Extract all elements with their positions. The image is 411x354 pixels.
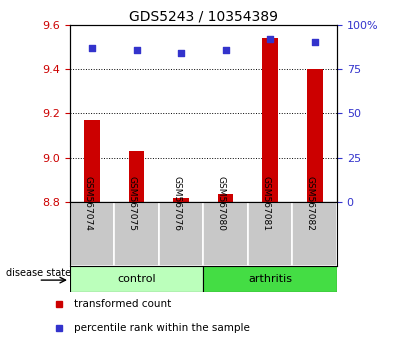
Bar [218,194,233,202]
Point [222,47,229,52]
Text: percentile rank within the sample: percentile rank within the sample [74,323,250,333]
Text: disease state: disease state [6,268,71,278]
Point [178,50,185,56]
Point [89,45,95,51]
Point [267,36,274,42]
Title: GDS5243 / 10354389: GDS5243 / 10354389 [129,10,278,24]
Text: GSM567074: GSM567074 [83,176,92,231]
Bar [307,69,323,202]
Text: control: control [118,274,156,284]
Point [312,40,318,45]
Bar [173,199,189,202]
Text: GSM567075: GSM567075 [128,176,136,231]
Bar [203,202,248,266]
Text: GSM567080: GSM567080 [217,176,226,231]
Text: transformed count: transformed count [74,298,171,309]
Bar [203,266,337,292]
Text: GSM567082: GSM567082 [306,176,315,231]
Bar [70,266,203,292]
Text: GSM567081: GSM567081 [261,176,270,231]
Bar [70,202,114,266]
Text: arthritis: arthritis [248,274,292,284]
Bar [263,38,278,202]
Bar [129,151,144,202]
Bar [84,120,100,202]
Bar [114,202,159,266]
Bar [248,202,293,266]
Point [133,47,140,52]
Bar [293,202,337,266]
Bar [159,202,203,266]
Text: GSM567076: GSM567076 [172,176,181,231]
